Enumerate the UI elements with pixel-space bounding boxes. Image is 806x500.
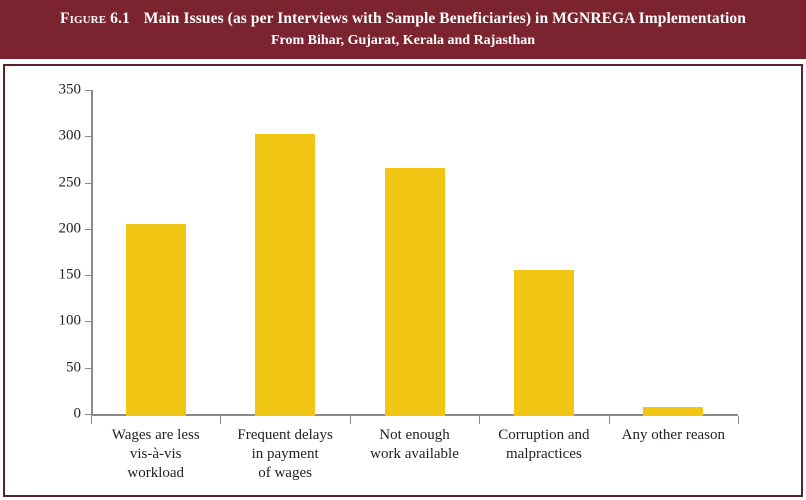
y-axis-tick-mark [85, 414, 92, 415]
figure-title-text: Main Issues (as per Interviews with Samp… [143, 10, 746, 27]
y-axis-tick-label: 250 [58, 174, 82, 191]
y-axis-tick-label: 0 [73, 405, 82, 422]
y-axis-tick-label: 200 [58, 220, 82, 237]
x-axis-tick-mark [349, 416, 351, 424]
bar [384, 167, 445, 416]
y-axis-tick-mark [85, 136, 92, 138]
y-axis-tick-label: 50 [66, 359, 81, 376]
x-axis-tick-mark [608, 416, 610, 424]
y-axis-tick-mark [85, 275, 92, 277]
chart-panel: 0 50 100 150 200 250 300 350 Wages are less vis… [3, 64, 803, 497]
y-axis-tick-mark [85, 182, 92, 184]
bars-layer [91, 90, 738, 416]
x-axis-tick-mark [220, 416, 222, 424]
x-axis-category-label: Any other reason [621, 427, 725, 443]
y-axis-tick-label: 300 [58, 127, 82, 144]
x-axis-tick-mark [479, 416, 481, 424]
x-axis-category-label: Not enough work available [370, 427, 459, 462]
bar [255, 133, 316, 416]
bar [125, 224, 186, 416]
y-axis-tick-label: 350 [58, 81, 82, 98]
plot-area: 0 50 100 150 200 250 300 350 Wages are less vis… [5, 66, 801, 495]
figure-title-line-1: Figure 6.1 Main Issues (as per Interviews… [60, 8, 746, 30]
y-axis-line [91, 90, 93, 416]
y-axis-tick-label: 100 [58, 312, 82, 329]
x-axis-category-labels: Wages are less vis-à-vis workload Frequen… [91, 426, 738, 488]
y-axis-tick-mark [85, 90, 92, 91]
bar [643, 406, 704, 416]
x-axis-tick-mark [91, 416, 92, 424]
figure-number-label: Figure 6.1 [60, 10, 130, 27]
x-axis-category-label: Frequent delays in payment of wages [237, 427, 333, 481]
x-axis-category-label: Wages are less vis-à-vis workload [111, 427, 200, 481]
y-axis-tick-label: 150 [58, 266, 82, 283]
y-axis-tick-mark [85, 367, 92, 369]
x-axis-tick-mark [738, 416, 739, 424]
figure-header-banner: Figure 6.1 Main Issues (as per Interviews… [0, 0, 806, 59]
y-axis-tick-mark [85, 228, 92, 230]
figure-title-line-2: From Bihar, Gujarat, Kerala and Rajastha… [270, 33, 536, 48]
bar [513, 269, 574, 416]
x-axis-category-label: Corruption and malpractices [498, 427, 590, 462]
y-axis-tick-mark [85, 321, 92, 323]
